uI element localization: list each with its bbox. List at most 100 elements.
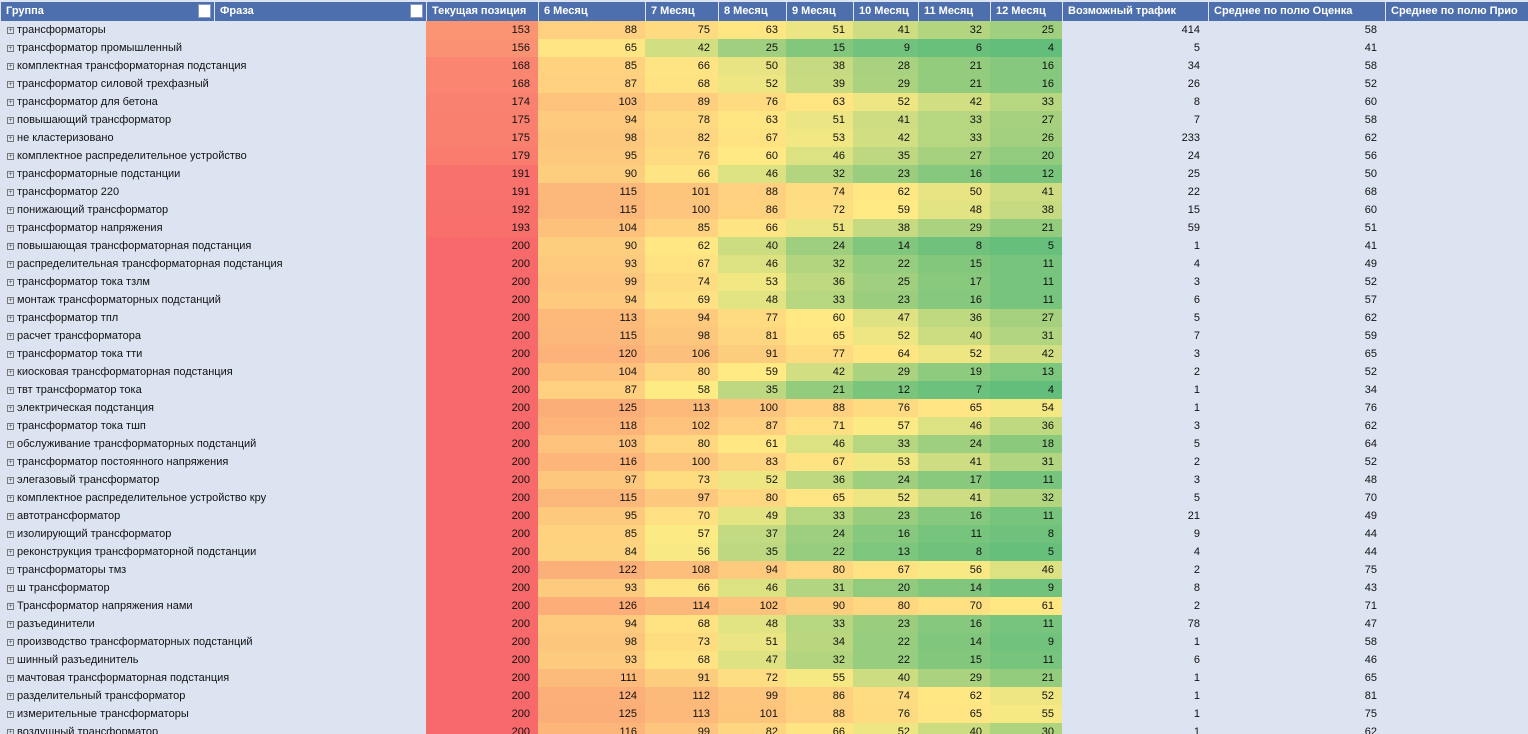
expand-button[interactable]: + [7,81,14,88]
cell-value: 3 [1193,420,1200,432]
cell-value: 25 [718,39,786,57]
expand-button[interactable]: + [7,603,14,610]
expand-button[interactable]: + [7,711,14,718]
cell-value: 60 [1364,204,1377,216]
expand-button[interactable]: + [7,333,14,340]
cell-value: 44 [1364,546,1377,558]
cell-value: 33 [853,435,918,453]
cell-value: 41 [918,489,990,507]
cell-value: 55 [990,705,1062,723]
row-label: трансформатор тпл [17,312,119,324]
cell-value: 33 [786,615,853,633]
expand-button[interactable]: + [7,63,14,70]
expand-button[interactable]: + [7,693,14,700]
column-header: Среднее по полю Прио [1386,2,1528,21]
expand-button[interactable]: + [7,477,14,484]
row-label: киосковая трансформаторная подстанция [17,366,233,378]
expand-button[interactable]: + [7,135,14,142]
row-label: расчет трансформатора [17,330,142,342]
cell-value: 38 [990,201,1062,219]
expand-button[interactable]: + [7,117,14,124]
cell-value: 21 [990,219,1062,237]
expand-button[interactable]: + [7,567,14,574]
expand-button[interactable]: + [7,405,14,412]
filter-button[interactable] [198,4,211,18]
cell-value: 200 [426,705,538,723]
cell-value: 86 [786,687,853,705]
cell-value: 63 [718,111,786,129]
expand-button[interactable]: + [7,315,14,322]
expand-button[interactable]: + [7,99,14,106]
cell-value: 35 [718,543,786,561]
cell-value: 53 [786,129,853,147]
cell-value: 62 [918,687,990,705]
expand-button[interactable]: + [7,531,14,538]
cell-value: 200 [426,327,538,345]
cell-value: 9 [990,579,1062,597]
expand-button[interactable]: + [7,585,14,592]
cell-value: 46 [990,561,1062,579]
cell-value: 179 [426,147,538,165]
cell-value: 36 [786,471,853,489]
cell-value: 200 [426,561,538,579]
expand-button[interactable]: + [7,621,14,628]
cell-value: 200 [426,687,538,705]
expand-button[interactable]: + [7,675,14,682]
cell-value: 42 [990,345,1062,363]
expand-button[interactable]: + [7,261,14,268]
expand-button[interactable]: + [7,243,14,250]
row-label: ш трансформатор [17,582,110,594]
cell-value: 80 [718,489,786,507]
expand-button[interactable]: + [7,27,14,34]
cell-value: 84 [538,543,645,561]
expand-button[interactable]: + [7,513,14,520]
expand-button[interactable]: + [7,297,14,304]
cell-value: 34 [1187,60,1200,72]
cell-value: 200 [426,453,538,471]
expand-button[interactable]: + [7,171,14,178]
cell-value: 14 [918,579,990,597]
cell-value: 98 [538,129,645,147]
cell-value: 200 [426,255,538,273]
expand-button[interactable]: + [7,549,14,556]
expand-button[interactable]: + [7,189,14,196]
expand-button[interactable]: + [7,45,14,52]
cell-value: 11 [990,507,1062,525]
cell-value: 200 [426,363,538,381]
cell-value: 50 [1364,168,1377,180]
expand-button[interactable]: + [7,495,14,502]
expand-button[interactable]: + [7,729,14,734]
cell-value: 113 [538,309,645,327]
expand-button[interactable]: + [7,639,14,646]
row-label: комплектная трансформаторная подстанция [17,60,247,72]
expand-button[interactable]: + [7,351,14,358]
cell-value: 23 [853,615,918,633]
filter-button[interactable] [410,4,423,18]
cell-value: 11 [918,525,990,543]
cell-value: 120 [538,345,645,363]
expand-button[interactable]: + [7,153,14,160]
expand-button[interactable]: + [7,279,14,286]
expand-button[interactable]: + [7,423,14,430]
expand-button[interactable]: + [7,657,14,664]
row-label: мачтовая трансформаторная подстанция [17,672,230,684]
cell-value: 25 [990,21,1062,39]
cell-value: 52 [1364,276,1377,288]
cell-value: 118 [538,417,645,435]
expand-button[interactable]: + [7,459,14,466]
cell-value: 125 [538,705,645,723]
cell-value: 76 [645,147,718,165]
row-label: трансформатор для бетона [17,96,158,108]
expand-button[interactable]: + [7,207,14,214]
expand-button[interactable]: + [7,387,14,394]
cell-value: 68 [645,651,718,669]
expand-button[interactable]: + [7,225,14,232]
cell-value: 80 [853,597,918,615]
cell-value: 68 [645,615,718,633]
expand-button[interactable]: + [7,441,14,448]
cell-value: 100 [718,399,786,417]
column-header: 7 Месяц [646,2,718,21]
cell-value: 34 [1364,384,1377,396]
expand-button[interactable]: + [7,369,14,376]
